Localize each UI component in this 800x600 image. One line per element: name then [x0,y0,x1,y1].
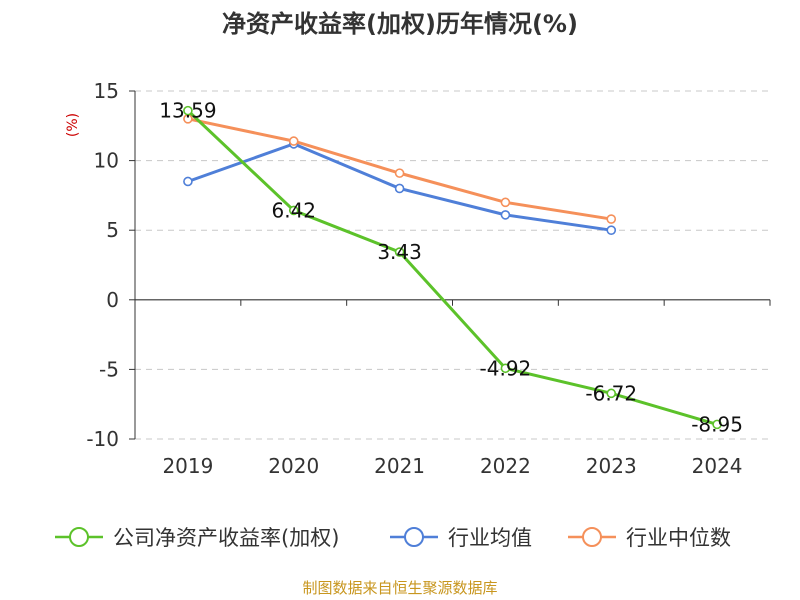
data-point-series-0 [394,247,405,257]
data-point-series-0 [712,419,722,430]
x-tick-label: 2023 [586,454,637,478]
data-point-series-0 [288,205,299,216]
data-point-series-1 [500,210,511,220]
grid-lines [135,90,770,440]
data-point-series-0 [500,363,511,374]
series-group [183,105,722,430]
data-label: -8.95 [691,412,743,436]
data-label: -4.92 [480,356,532,380]
y-tick-label: -10 [86,427,119,451]
x-tick-label: 2019 [162,454,213,478]
data-point-series-2 [394,168,405,178]
data-point-series-0 [606,388,617,399]
source-note: 制图数据来自恒生聚源数据库 [302,579,497,597]
legend-label-0: 公司净资产收益率(加权) [113,526,339,550]
y-tick-label: -5 [99,357,119,381]
data-point-series-2 [288,136,299,146]
y-tick-label: 0 [106,288,119,312]
legend-marker-2 [582,527,602,547]
y-tick-label: 15 [94,79,119,103]
data-point-series-2 [606,214,617,224]
x-tick-label: 2021 [374,454,425,478]
legend-label-2: 行业中位数 [626,526,731,550]
data-label: 3.43 [377,240,422,264]
y-tick-label: 10 [94,149,119,173]
legend-marker-0 [69,527,89,547]
data-point-series-1 [394,183,405,194]
x-tick-label: 2020 [268,454,319,478]
chart-title: 净资产收益率(加权)历年情况(%) [222,10,578,38]
x-tick-label: 2022 [480,454,531,478]
axes: 15 10 5 0 -5 -10 2019 2020 2021 2022 2023 2024 [86,79,771,478]
data-point-series-1 [606,225,617,235]
y-axis-unit-label: (%) [65,113,81,137]
data-labels: 13.59 6.42 3.43 -4.92 -6.72 -8.95 [159,99,743,437]
data-label: -6.72 [585,381,637,405]
legend-marker-1 [404,527,424,547]
data-point-series-1 [183,176,193,187]
legend-label-1: 行业均值 [448,526,532,550]
data-label: 13.59 [159,99,216,123]
data-point-series-0 [183,105,193,116]
legend: 公司净资产收益率(加权) 行业均值 行业中位数 [55,526,731,550]
data-point-series-2 [500,197,511,208]
x-tick-label: 2024 [692,454,743,478]
series-line-0 [186,109,718,426]
data-label: 6.42 [271,198,316,222]
y-tick-label: 5 [106,218,119,242]
